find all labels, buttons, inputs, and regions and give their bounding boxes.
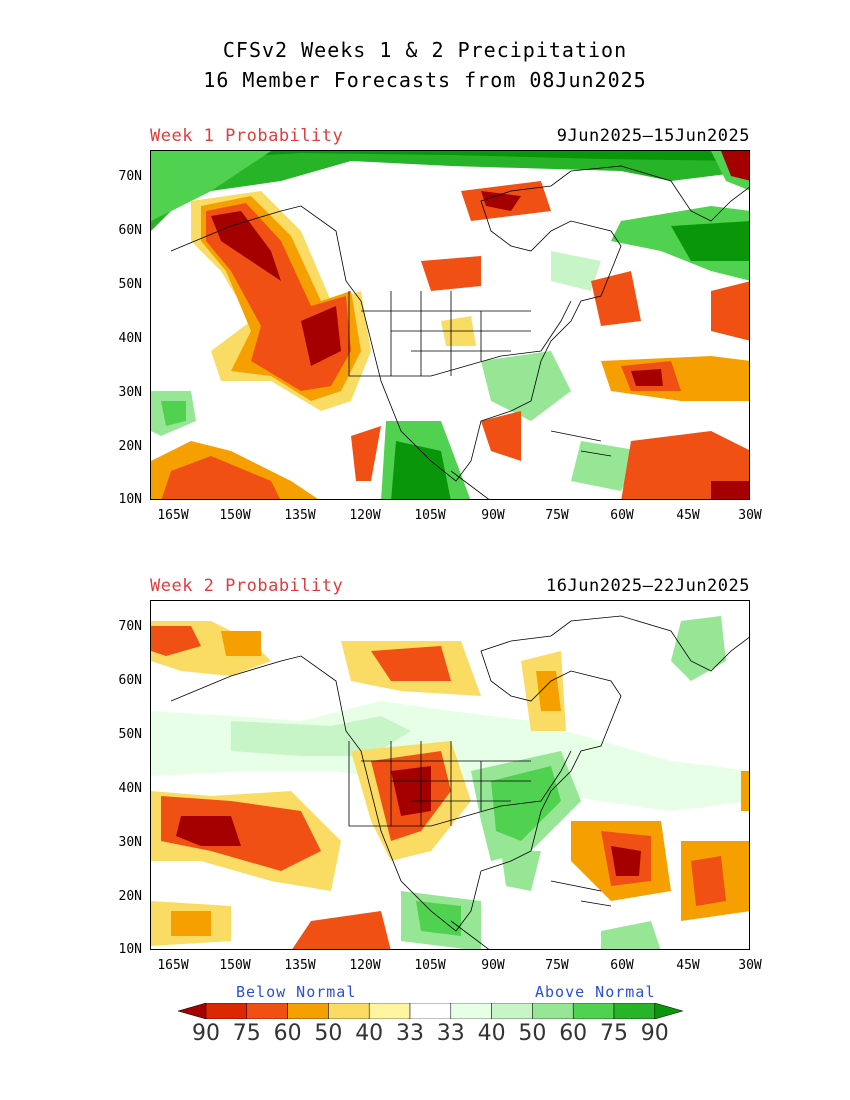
lon-label: 135W <box>284 958 316 973</box>
lat-label: 10N <box>118 492 142 507</box>
lat-label: 10N <box>118 942 142 957</box>
legend-swatch <box>328 1003 370 1019</box>
lon-label: 120W <box>349 508 381 523</box>
legend-arrow-left <box>178 1003 207 1019</box>
legend-value: 60 <box>273 1021 302 1046</box>
title-line-1: CFSv2 Weeks 1 & 2 Precipitation <box>222 38 628 62</box>
legend-swatch <box>450 1003 492 1019</box>
week1-label: Week 1 Probability <box>150 126 344 146</box>
lat-label: 60N <box>118 223 142 238</box>
legend-swatch <box>246 1003 288 1019</box>
lat-label: 50N <box>118 277 142 292</box>
lon-label: 105W <box>414 958 446 973</box>
lat-label: 20N <box>118 439 142 454</box>
legend-value: 50 <box>314 1021 343 1046</box>
legend-colorbar <box>178 1003 684 1019</box>
lon-label: 30W <box>738 508 762 523</box>
legend-value: 90 <box>192 1021 220 1046</box>
lon-label: 90W <box>481 508 505 523</box>
legend-value: 90 <box>640 1021 669 1046</box>
legend-value: 40 <box>477 1021 506 1046</box>
legend-value: 50 <box>518 1021 547 1046</box>
week2-coastlines <box>170 615 749 949</box>
lon-label: 75W <box>545 508 569 523</box>
week1-dates: 9Jun2025—15Jun2025 <box>556 126 750 146</box>
lon-label: 45W <box>676 508 700 523</box>
week2-dates: 16Jun2025—22Jun2025 <box>546 576 750 596</box>
legend-swatch <box>205 1003 248 1019</box>
legend-value: 33 <box>436 1021 465 1046</box>
week1-coastlines <box>170 165 749 499</box>
lon-label: 60W <box>610 508 634 523</box>
lon-label: 165W <box>157 508 189 523</box>
lon-label: 75W <box>545 958 569 973</box>
lat-label: 40N <box>118 781 142 796</box>
lon-label: 45W <box>676 958 700 973</box>
lat-label: 50N <box>118 727 142 742</box>
legend-swatch <box>491 1003 533 1019</box>
legend-swatch <box>572 1003 615 1019</box>
legend-swatch <box>368 1003 411 1019</box>
legend-value: 75 <box>600 1021 628 1046</box>
above-normal-label: Above Normal <box>535 983 656 1001</box>
week1-map-graphic <box>151 151 749 499</box>
legend-swatch <box>287 1003 329 1019</box>
lon-label: 90W <box>481 958 505 973</box>
lat-label: 20N <box>118 889 142 904</box>
lon-label: 105W <box>414 508 446 523</box>
week1-below-normal-areas <box>151 151 749 499</box>
week1-map <box>150 150 750 500</box>
lat-label: 30N <box>118 385 142 400</box>
legend-swatch <box>532 1003 574 1019</box>
lon-label: 60W <box>610 958 634 973</box>
lat-label: 70N <box>118 169 142 184</box>
lon-label: 165W <box>157 958 189 973</box>
lon-label: 150W <box>219 508 251 523</box>
legend-swatch <box>409 1003 452 1019</box>
lat-label: 30N <box>118 835 142 850</box>
week2-map <box>150 600 750 950</box>
lon-label: 135W <box>284 508 316 523</box>
lon-label: 30W <box>738 958 762 973</box>
lon-label: 120W <box>349 958 381 973</box>
title-line-2: 16 Member Forecasts from 08Jun2025 <box>203 68 647 92</box>
legend-value: 33 <box>396 1021 424 1046</box>
week2-label: Week 2 Probability <box>150 576 344 596</box>
week2-map-graphic <box>151 615 749 949</box>
legend-arrow-right <box>654 1003 684 1019</box>
lon-label: 150W <box>219 958 251 973</box>
legend-swatch <box>613 1003 656 1019</box>
legend-value: 75 <box>232 1021 261 1046</box>
below-normal-label: Below Normal <box>236 983 357 1001</box>
lat-label: 60N <box>118 673 142 688</box>
legend-value: 40 <box>355 1021 384 1046</box>
legend-value: 60 <box>559 1021 588 1046</box>
lat-label: 70N <box>118 619 142 634</box>
lat-label: 40N <box>118 331 142 346</box>
